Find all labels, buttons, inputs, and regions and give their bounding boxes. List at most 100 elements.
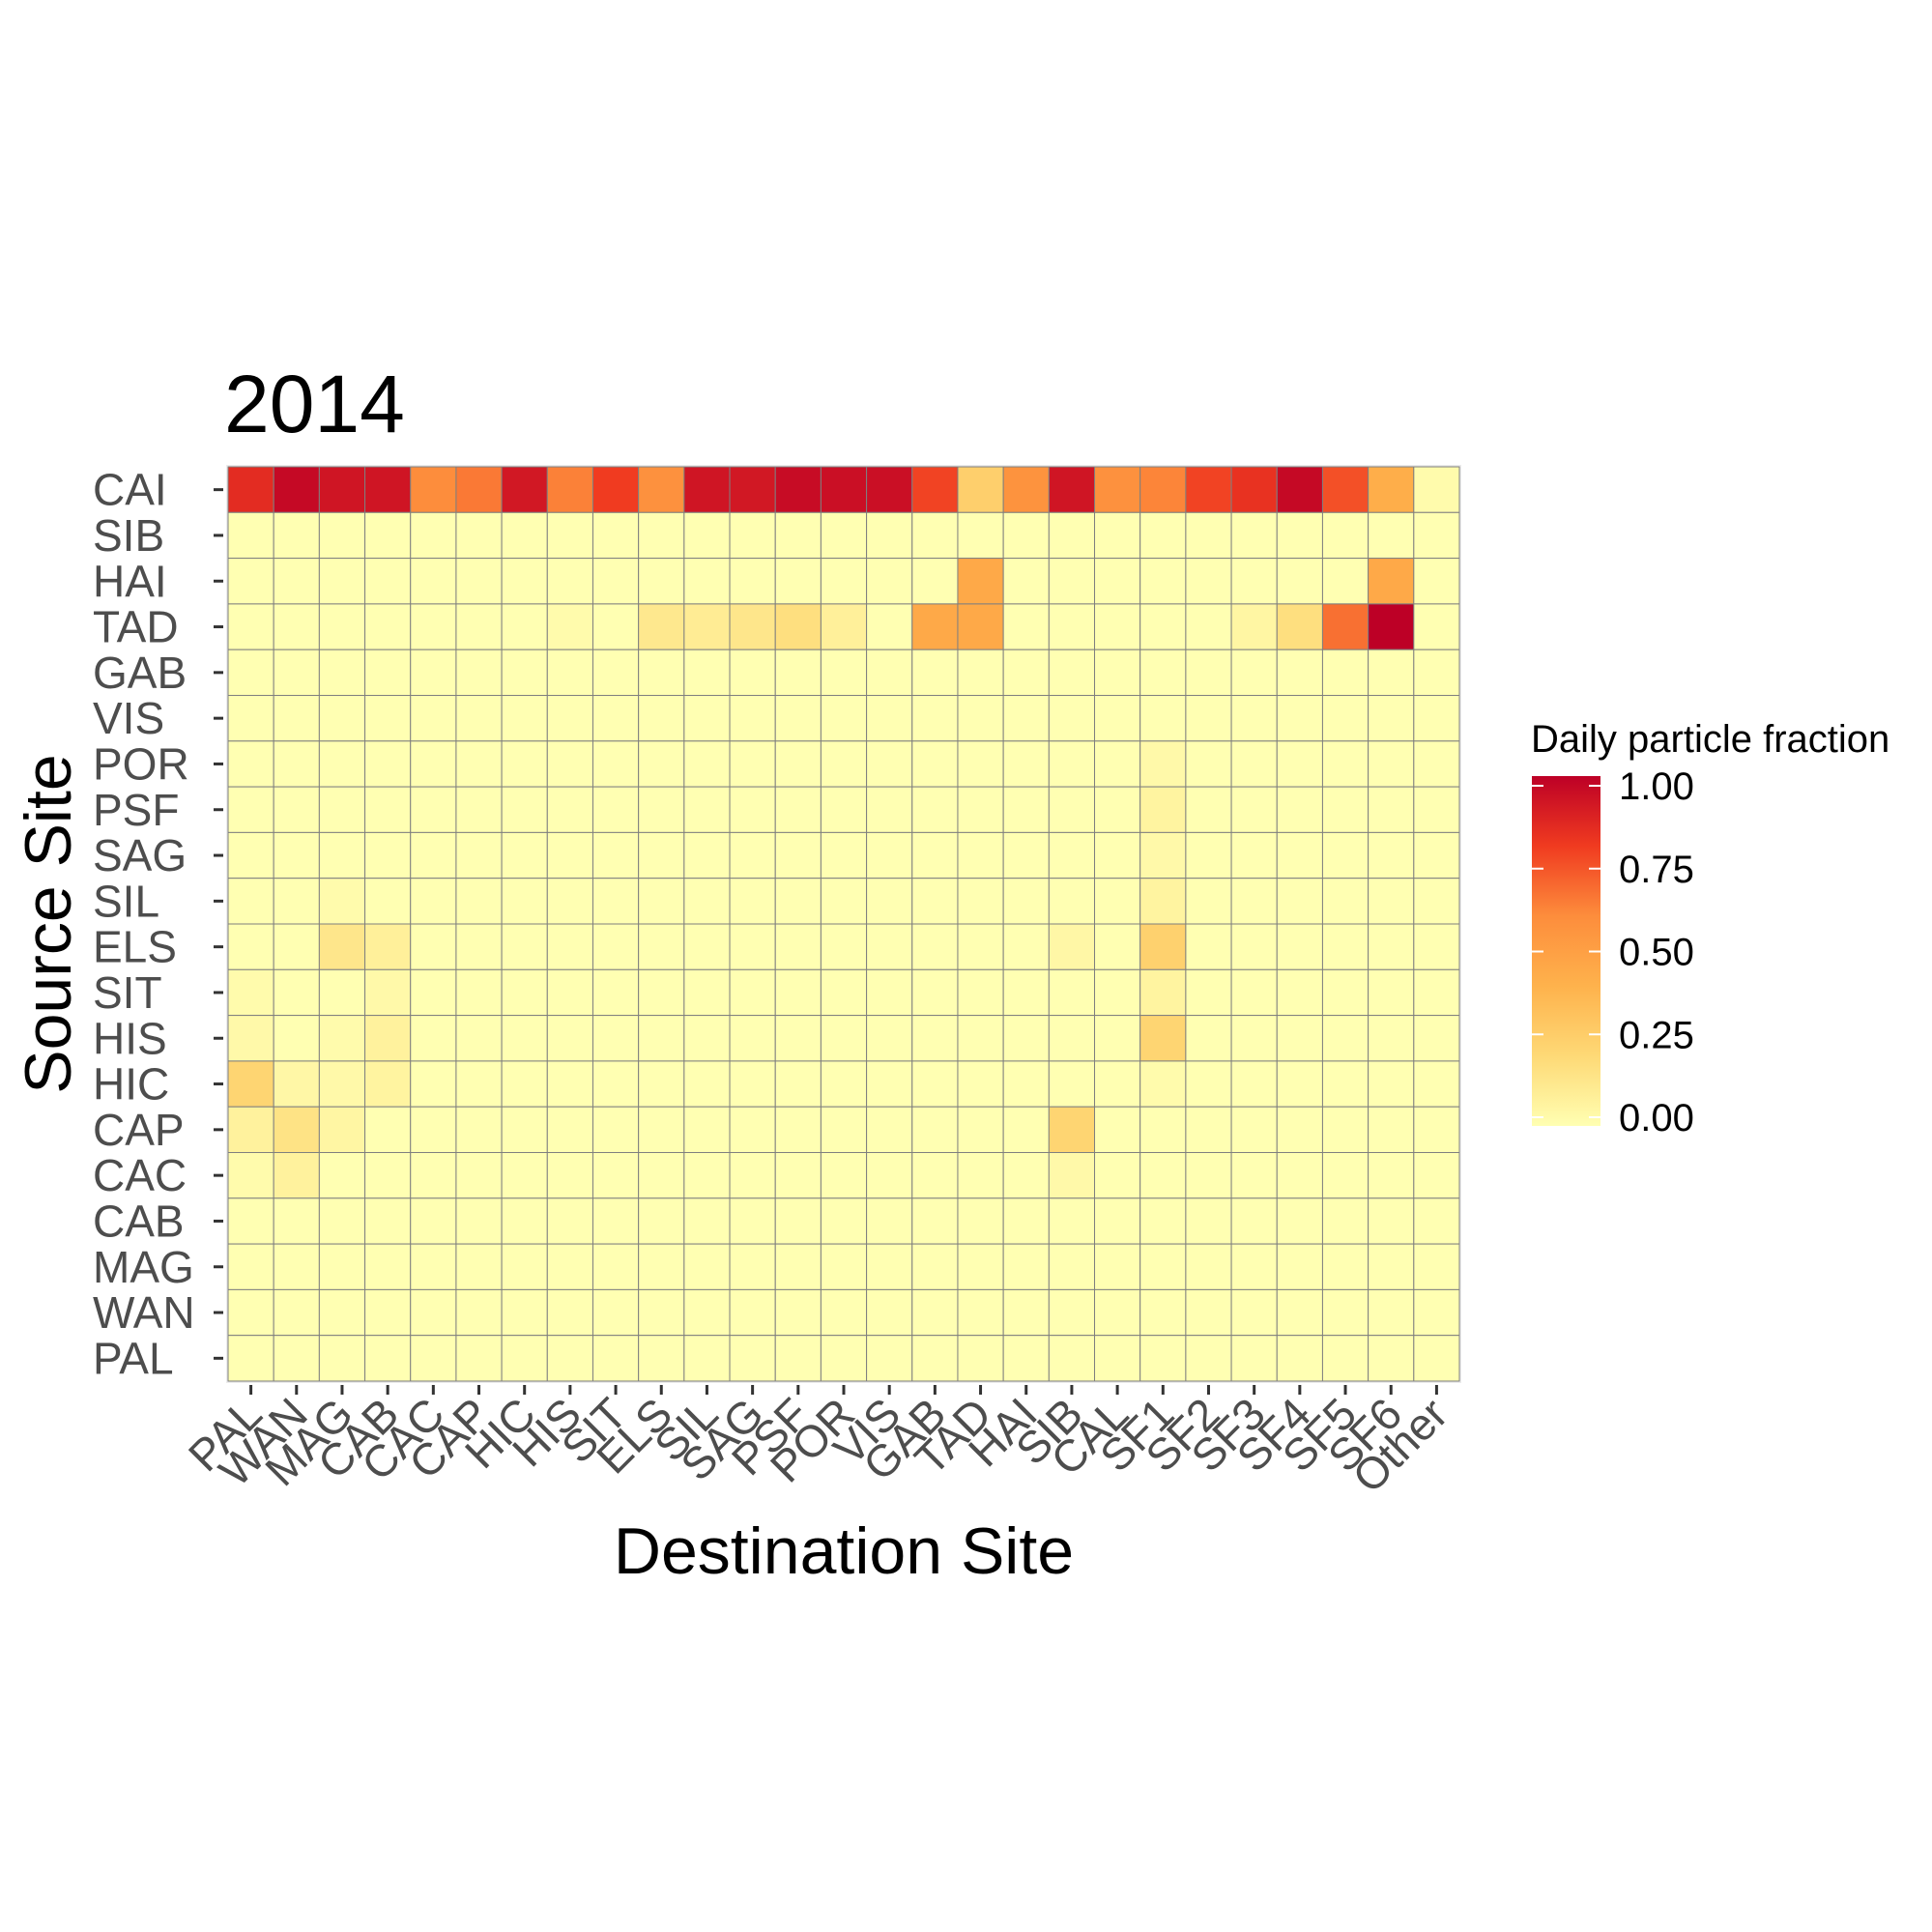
heatmap-cell	[410, 968, 457, 1017]
heatmap-cell	[638, 786, 685, 833]
heatmap-cell	[729, 1197, 776, 1245]
heatmap-cell	[364, 878, 412, 925]
heatmap-cell	[546, 1335, 593, 1382]
heatmap-cell	[1230, 1243, 1278, 1290]
heatmap-cell	[1139, 1152, 1187, 1199]
heatmap-cell	[1368, 1106, 1415, 1153]
heatmap-cell	[820, 603, 868, 650]
heatmap-cell	[364, 1106, 412, 1153]
heatmap-cell	[1321, 878, 1370, 925]
heatmap-cell	[410, 695, 457, 742]
heatmap-cell	[911, 603, 959, 650]
heatmap-cell	[1094, 831, 1141, 879]
heatmap-cell	[911, 923, 959, 970]
heatmap-cell	[1276, 511, 1323, 560]
heatmap-cell	[1048, 466, 1096, 513]
heatmap-cell	[774, 740, 822, 788]
heatmap-cell	[957, 466, 1004, 513]
heatmap-cell	[501, 1106, 548, 1153]
heatmap-cell	[957, 740, 1004, 788]
heatmap-cell	[774, 878, 822, 925]
heatmap-cell	[273, 923, 320, 970]
heatmap-cell	[1276, 968, 1323, 1017]
heatmap-cell	[1094, 1335, 1141, 1382]
heatmap-cell	[455, 1197, 503, 1245]
heatmap-cell	[1230, 740, 1278, 788]
heatmap-cell	[957, 1152, 1004, 1199]
heatmap-cell	[318, 786, 366, 833]
heatmap-cell	[911, 1106, 959, 1153]
heatmap-cell	[683, 603, 731, 650]
heatmap-cell	[1276, 558, 1323, 605]
heatmap-cell	[1185, 786, 1232, 833]
heatmap-cell	[1139, 923, 1187, 970]
heatmap-cell	[1321, 466, 1370, 513]
heatmap-cell	[774, 1152, 822, 1199]
heatmap-cell	[1002, 511, 1050, 560]
heatmap-cell	[911, 1060, 959, 1108]
heatmap-cell	[911, 968, 959, 1017]
heatmap-cell	[1094, 1060, 1141, 1108]
heatmap-cell	[683, 786, 731, 833]
heatmap-cell	[273, 466, 320, 513]
heatmap-cell	[911, 1243, 959, 1290]
heatmap-cell	[227, 1243, 274, 1290]
heatmap-cell	[729, 968, 776, 1017]
heatmap-cell	[1413, 1152, 1460, 1199]
heatmap-cell	[638, 1060, 685, 1108]
heatmap-cell	[591, 1335, 640, 1382]
heatmap-cell	[1413, 1197, 1460, 1245]
heatmap-cell	[1139, 558, 1187, 605]
heatmap-cell	[1139, 878, 1187, 925]
heatmap-cell	[364, 923, 412, 970]
heatmap-cell	[1094, 740, 1141, 788]
heatmap-cell	[1321, 786, 1370, 833]
heatmap-cell	[957, 1015, 1004, 1062]
y-tick-label: SIT	[93, 967, 162, 1018]
heatmap-cell	[1002, 695, 1050, 742]
heatmap-cell	[957, 1243, 1004, 1290]
heatmap-cell	[911, 695, 959, 742]
y-tick-label: HIC	[93, 1059, 169, 1110]
heatmap-cell	[227, 649, 274, 697]
heatmap-cell	[364, 466, 412, 513]
heatmap-cell	[1230, 695, 1278, 742]
heatmap-cell	[866, 923, 913, 970]
heatmap-cell	[1048, 1152, 1096, 1199]
heatmap-cell	[1002, 1288, 1050, 1337]
heatmap-cell	[866, 831, 913, 879]
heatmap-cell	[1185, 603, 1232, 650]
heatmap-cell	[638, 695, 685, 742]
heatmap-cell	[957, 558, 1004, 605]
heatmap-cell	[774, 695, 822, 742]
heatmap-cell	[273, 695, 320, 742]
heatmap-cell	[683, 1243, 731, 1290]
heatmap-cell	[410, 831, 457, 879]
heatmap-cell	[410, 1015, 457, 1062]
heatmap-cell	[866, 786, 913, 833]
heatmap-cell	[1321, 511, 1370, 560]
heatmap-cell	[957, 968, 1004, 1017]
heatmap-cell	[410, 786, 457, 833]
heatmap-cell	[1002, 1335, 1050, 1382]
heatmap-cell	[1185, 1152, 1232, 1199]
heatmap-cell	[1413, 511, 1460, 560]
heatmap-cell	[1048, 740, 1096, 788]
heatmap-cell	[820, 878, 868, 925]
heatmap-cell	[410, 558, 457, 605]
heatmap-cell	[911, 786, 959, 833]
heatmap-cell	[911, 1288, 959, 1337]
heatmap-cell	[1276, 1288, 1323, 1337]
heatmap-cell	[364, 1152, 412, 1199]
y-tick-label: MAG	[93, 1242, 194, 1292]
heatmap-cell	[638, 923, 685, 970]
heatmap-cell	[729, 1243, 776, 1290]
heatmap-cell	[501, 603, 548, 650]
heatmap-cell	[1321, 558, 1370, 605]
legend: Daily particle fraction 1.00 0.75 0.50 0.25…	[1531, 718, 1889, 1139]
heatmap-cell	[729, 786, 776, 833]
heatmap-cell	[683, 1106, 731, 1153]
heatmap-cell	[318, 1015, 366, 1062]
heatmap-cell	[1230, 1335, 1278, 1382]
heatmap-cell	[911, 649, 959, 697]
